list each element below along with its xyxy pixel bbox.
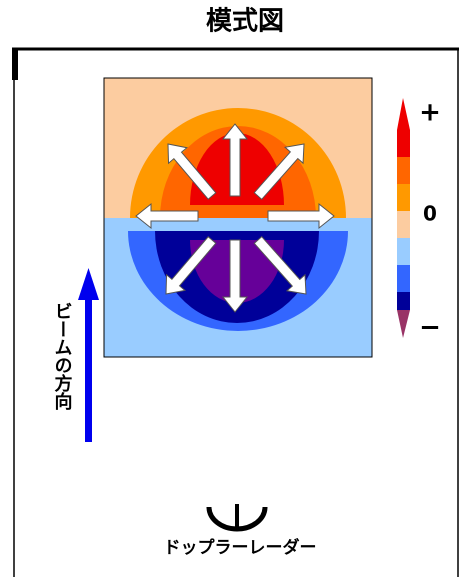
radar-label: ドップラーレーダー xyxy=(164,537,317,558)
colorbar-minus: − xyxy=(419,313,441,343)
diagram: 模式図 + 0 − ビームの方向 xyxy=(0,0,467,577)
colorbar-segment xyxy=(397,130,410,157)
frame-corner xyxy=(12,48,18,80)
colorbar xyxy=(397,98,410,338)
beam-arrow-shaft xyxy=(85,295,92,442)
colorbar-cap xyxy=(397,310,410,338)
colorbar-zero: 0 xyxy=(423,202,437,226)
title: 模式図 xyxy=(206,7,284,37)
field xyxy=(104,78,372,357)
colorbar-segment xyxy=(397,292,410,310)
colorbar-segment xyxy=(397,211,410,238)
beam-arrow-head xyxy=(78,268,99,300)
colorbar-segment xyxy=(397,184,410,211)
beam-label: ビームの方向 xyxy=(52,302,73,411)
colorbar-plus: + xyxy=(419,98,441,128)
colorbar-segment xyxy=(397,265,410,292)
colorbar-segment xyxy=(397,238,410,265)
colorbar-segment xyxy=(397,157,410,184)
colorbar-cap xyxy=(397,98,410,130)
